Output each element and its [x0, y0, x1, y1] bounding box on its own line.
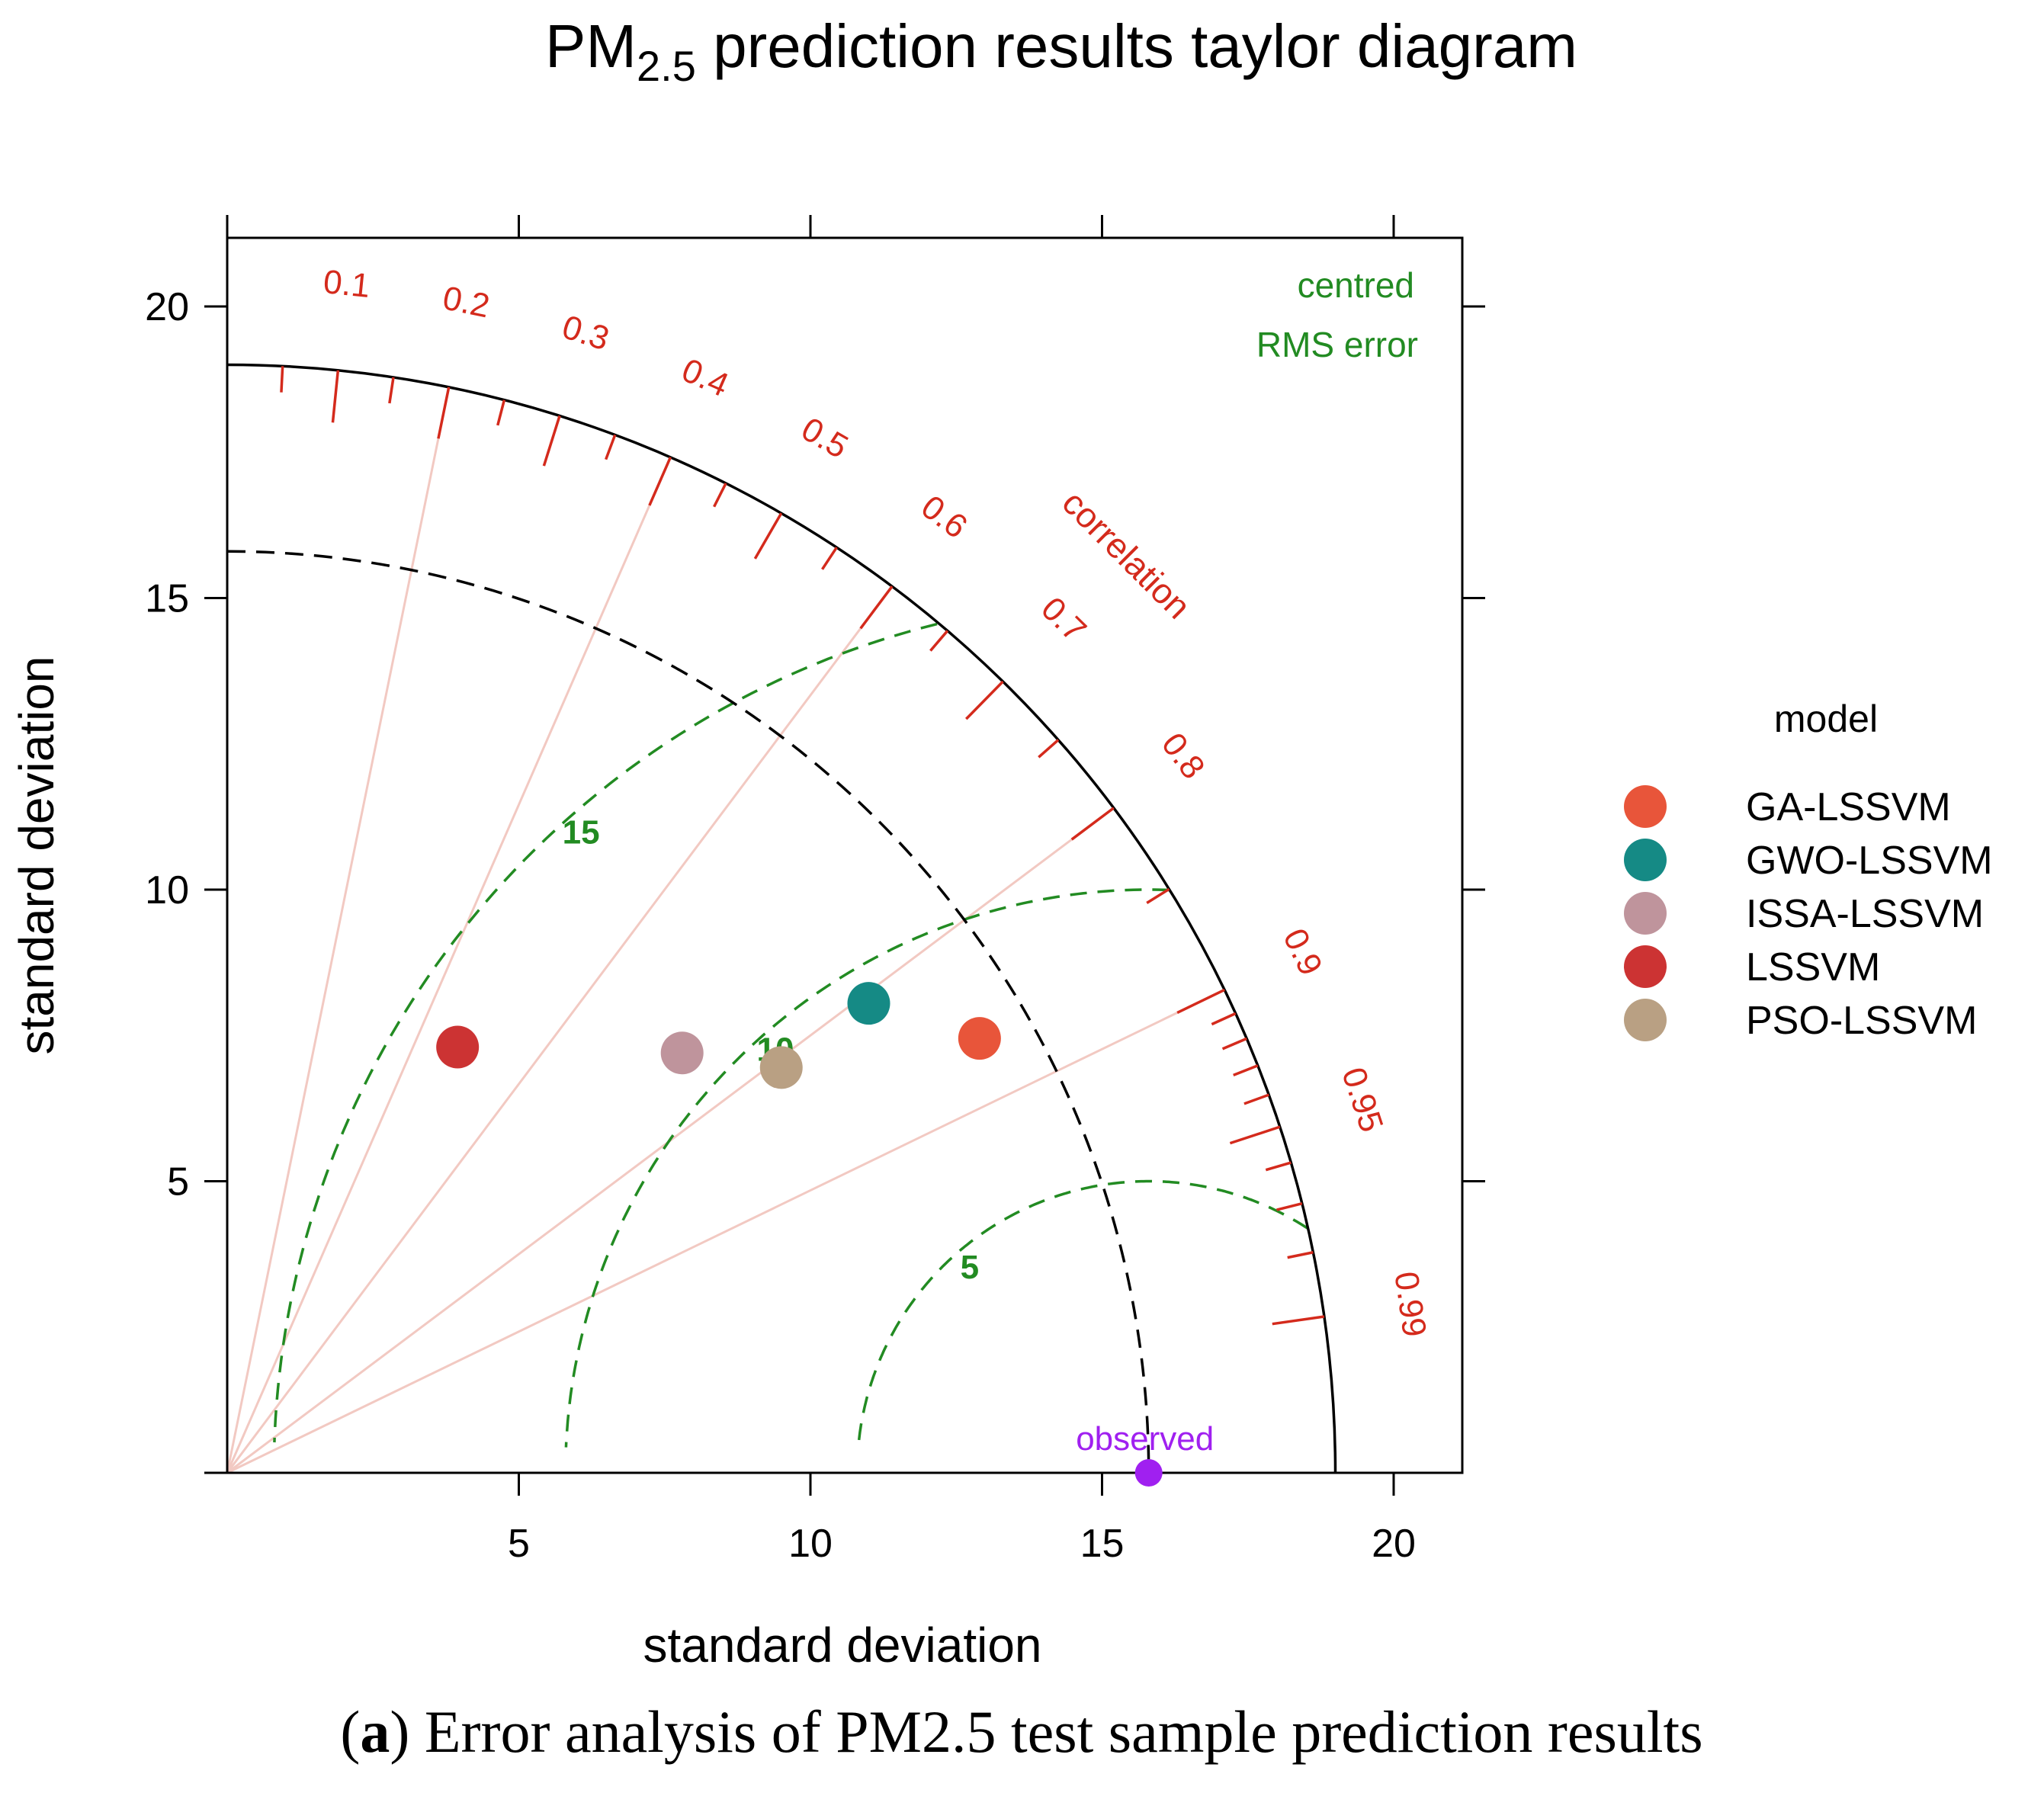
correlation-tick-minor — [388, 377, 395, 404]
correlation-tick-minor — [1243, 1093, 1269, 1105]
correlation-tick-minor — [1146, 887, 1170, 904]
x-tick-label: 20 — [1372, 1522, 1416, 1566]
correlation-tick-minor — [1233, 1064, 1259, 1077]
correlation-tick-label: 0.3 — [558, 308, 614, 358]
correlation-tick-label: 0.8 — [1154, 726, 1212, 785]
title-suffix: prediction results taylor diagram — [696, 12, 1577, 80]
legend-label-ga-lssvm: GA-LSSVM — [1746, 785, 1951, 829]
sd-arcs — [226, 363, 1337, 1474]
correlation-tick-label: 0.4 — [676, 351, 734, 404]
correlation-tick-minor — [605, 434, 617, 460]
title-subscript: 2.5 — [637, 42, 696, 90]
max-sd-arc — [226, 363, 1337, 1474]
x-axis-label: standard deviation — [643, 1618, 1041, 1673]
rms-title-line2: RMS error — [1256, 325, 1418, 364]
correlation-tick-minor — [496, 399, 506, 426]
correlation-tick-major — [542, 415, 561, 467]
correlation-tick-label: 0.5 — [795, 410, 854, 466]
correlation-radial-line — [226, 585, 894, 1474]
legend-marker-pso-lssvm — [1624, 999, 1667, 1041]
legend-marker-ga-lssvm — [1624, 785, 1667, 828]
correlation-tick-label: 0.99 — [1387, 1269, 1433, 1339]
y-tick-label: 15 — [145, 577, 189, 621]
correlation-tick-label: 0.7 — [1034, 590, 1093, 650]
correlation-tick-label: 0.95 — [1334, 1063, 1390, 1137]
chart-title: PM2.5 prediction results taylor diagram — [545, 12, 1577, 90]
observed-label: observed — [1076, 1420, 1214, 1458]
point-issa-lssvm — [660, 1031, 704, 1075]
model-points: observed — [436, 982, 1214, 1487]
rms-contour-label: 5 — [961, 1249, 979, 1286]
x-tick-label: 10 — [788, 1522, 833, 1566]
correlation-tick-major — [965, 680, 1004, 720]
correlation-tick-minor — [1211, 1012, 1237, 1026]
correlation-tick-minor — [929, 630, 949, 652]
correlation-tick-minor — [280, 366, 284, 393]
correlation-tick-major — [331, 370, 340, 423]
correlation-tick-major — [1176, 988, 1225, 1015]
legend-label-issa-lssvm: ISSA-LSSVM — [1746, 892, 1984, 936]
x-tick-label: 5 — [508, 1522, 530, 1566]
x-tick-label: 15 — [1080, 1522, 1125, 1566]
point-gwo-lssvm — [847, 982, 890, 1025]
legend-title: model — [1774, 698, 1878, 740]
correlation-radial-line — [226, 387, 451, 1474]
correlation-tick-minor — [1038, 739, 1060, 759]
legend: model GA-LSSVM GWO-LSSVM ISSA-LSSVM LSSVM PS… — [1624, 698, 1993, 1043]
y-axis-label: standard deviation — [9, 656, 64, 1054]
correlation-tick-label: 0.9 — [1275, 923, 1330, 981]
correlation-axis: 0.1 0.20.30.40.50.60.70.80.90.950.99corre… — [280, 263, 1433, 1339]
observed-sd-arc — [226, 550, 1150, 1474]
correlation-tick-major — [1070, 807, 1115, 841]
y-tick-label: 10 — [145, 868, 189, 913]
correlation-tick-major — [648, 457, 672, 506]
legend-marker-lssvm — [1624, 945, 1667, 988]
correlation-tick-minor — [1276, 1201, 1303, 1211]
point-lssvm — [436, 1025, 480, 1069]
rms-contour — [564, 888, 1170, 1448]
point-ga-lssvm — [958, 1017, 1001, 1060]
correlation-tick-label: 0.1 — [322, 263, 372, 305]
radial-correlation-lines — [226, 387, 1225, 1474]
plot-frame — [226, 236, 1464, 1474]
correlation-tick-minor — [1287, 1251, 1314, 1259]
rms-contour — [273, 622, 938, 1443]
rms-contour — [856, 1179, 1308, 1448]
figure-caption: (a) Error analysis of PM2.5 test sample … — [340, 1698, 1702, 1765]
correlation-tick-major — [1272, 1315, 1325, 1326]
correlation-tick-label: 0.6 — [914, 488, 974, 546]
rms-contour-label: 15 — [563, 813, 600, 851]
correlation-tick-minor — [821, 547, 838, 570]
legend-label-gwo-lssvm: GWO-LSSVM — [1746, 839, 1993, 883]
title-prefix: PM — [545, 12, 637, 80]
legend-label-pso-lssvm: PSO-LSSVM — [1746, 999, 1977, 1043]
legend-marker-gwo-lssvm — [1624, 839, 1667, 881]
y-tick-label: 20 — [145, 285, 189, 329]
correlation-tick-major — [437, 387, 451, 439]
rms-title-line1: centred — [1298, 265, 1414, 305]
correlation-tick-major — [1229, 1125, 1281, 1145]
correlation-radial-line — [226, 457, 672, 1474]
point-pso-lssvm — [759, 1046, 803, 1089]
correlation-tick-minor — [1265, 1161, 1292, 1172]
correlation-tick-major — [859, 585, 894, 630]
correlation-tick-minor — [713, 483, 727, 508]
correlation-radial-line — [226, 989, 1225, 1474]
legend-marker-issa-lssvm — [1624, 892, 1667, 935]
correlation-tick-major — [753, 512, 783, 560]
legend-label-lssvm: LSSVM — [1746, 945, 1880, 990]
caption-text: Error analysis of PM2.5 test sample pred… — [409, 1698, 1702, 1765]
correlation-tick-minor — [1221, 1037, 1247, 1050]
y-tick-label: 5 — [167, 1160, 189, 1204]
caption-label: a — [360, 1698, 390, 1765]
correlation-tick-label: 0.2 — [440, 279, 493, 325]
observed-point — [1134, 1459, 1163, 1487]
